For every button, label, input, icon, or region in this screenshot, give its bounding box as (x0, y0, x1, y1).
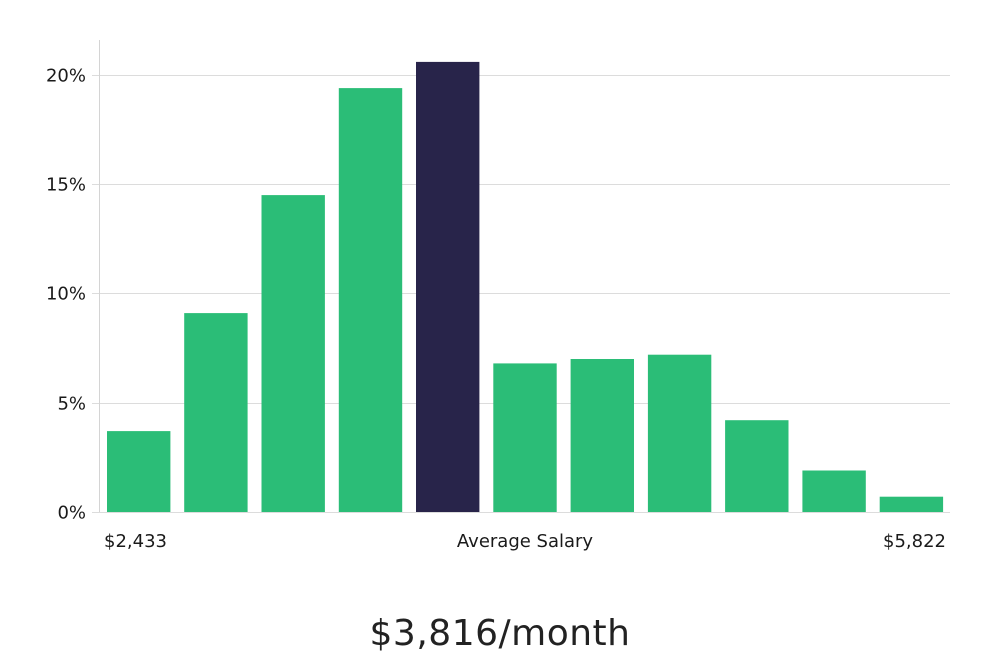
bar-1 (107, 431, 171, 512)
bar-3 (261, 195, 325, 512)
average-salary-value: $3,816/month (369, 613, 631, 654)
y-tick-label: 0% (57, 503, 86, 524)
x-label-max: $5,822 (883, 531, 946, 552)
bar-average-salary (416, 61, 480, 513)
salary-distribution-chart: 0% 5% 10% 15% 20% $2,433 Average Salary $5,8… (46, 40, 950, 552)
y-tick-label: 15% (46, 175, 86, 196)
bar-7 (570, 359, 634, 512)
bar-8 (647, 354, 712, 512)
y-tick-label: 10% (46, 284, 86, 305)
y-tick-label: 20% (46, 66, 86, 87)
bar-6 (493, 363, 557, 512)
bar-11 (879, 496, 944, 512)
bar-10 (802, 470, 866, 512)
x-label-min: $2,433 (104, 531, 167, 552)
bar-4 (338, 88, 403, 512)
bar-2 (184, 313, 248, 512)
bar-9 (725, 420, 789, 512)
bars (107, 61, 944, 513)
x-label-average-salary: Average Salary (457, 531, 594, 552)
y-tick-labels: 0% 5% 10% 15% 20% (46, 66, 86, 524)
y-tick-label: 5% (57, 394, 86, 415)
